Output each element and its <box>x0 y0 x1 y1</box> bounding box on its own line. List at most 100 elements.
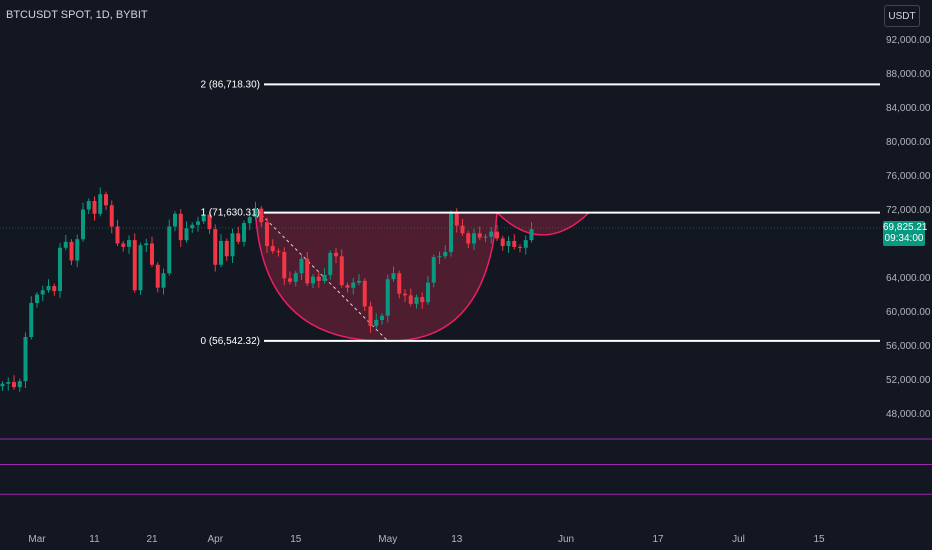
candle-body <box>322 274 327 281</box>
candle-body <box>362 280 367 307</box>
candle-body <box>58 247 62 292</box>
candle-body <box>270 246 275 252</box>
candle-body <box>299 258 304 274</box>
candle-body <box>489 231 494 237</box>
y-tick-label: 84,000.00 <box>886 103 931 114</box>
candle-body <box>167 226 172 274</box>
candle-body <box>397 273 402 294</box>
candle-body <box>477 233 482 238</box>
candle-body <box>420 297 425 303</box>
candle-body <box>385 279 390 316</box>
candle-body <box>121 243 126 247</box>
candle-body <box>109 205 114 227</box>
candle-body <box>150 243 154 265</box>
candle-body <box>391 273 396 280</box>
candle-body <box>426 282 430 303</box>
level-label: 2 (86,718.30) <box>201 79 261 90</box>
y-tick-label: 92,000.00 <box>886 35 931 46</box>
last-price-badge: 69,825.21 09:34:00 <box>883 221 928 246</box>
candle-body <box>328 252 333 275</box>
candle-body <box>98 194 103 214</box>
candle-body <box>506 240 511 247</box>
candle-body <box>500 238 505 247</box>
candle-body <box>305 258 310 284</box>
candle-body <box>460 225 465 234</box>
candle-body <box>374 320 379 326</box>
y-tick-label: 56,000.00 <box>886 341 931 352</box>
x-tick-label: 15 <box>290 534 302 545</box>
candle-body <box>12 382 16 388</box>
y-tick-label: 88,000.00 <box>886 69 931 80</box>
candle-body <box>184 228 189 241</box>
candle-body <box>196 221 200 225</box>
candle-body <box>40 290 45 295</box>
candle-body <box>253 208 258 218</box>
candle-body <box>132 240 137 291</box>
y-tick-label: 76,000.00 <box>886 171 931 182</box>
candle-body <box>334 252 338 257</box>
candle-body <box>23 337 28 382</box>
y-tick-label: 80,000.00 <box>886 137 931 148</box>
candle-body <box>523 240 528 248</box>
candle-body <box>242 223 246 242</box>
candle-body <box>368 306 373 326</box>
candle-body <box>207 214 212 230</box>
candle-body <box>414 297 419 304</box>
x-tick-label: May <box>378 534 397 545</box>
candle-body <box>127 240 131 247</box>
candle-body <box>81 209 85 240</box>
y-tick-label: 60,000.00 <box>886 307 931 318</box>
candle-body <box>449 212 453 252</box>
x-tick-label: 13 <box>451 534 463 545</box>
candle-body <box>0 383 5 387</box>
candle-body <box>69 241 74 261</box>
candle-body <box>443 252 448 257</box>
candle-body <box>213 229 218 265</box>
candle-body <box>408 295 413 304</box>
candle-body <box>75 239 80 261</box>
candle-body <box>178 213 183 241</box>
candle-body <box>495 231 499 239</box>
currency-button[interactable]: USDT <box>884 5 920 27</box>
level-label: 1 (71,630.31) <box>201 208 261 219</box>
candle-body <box>288 278 292 282</box>
candle-body <box>46 286 51 291</box>
candle-body <box>144 243 149 246</box>
candle-body <box>104 194 108 206</box>
candle-body <box>529 229 534 241</box>
candle-body <box>316 276 321 281</box>
candle-body <box>63 241 68 248</box>
symbol-title: BTCUSDT SPOT, 1D, BYBIT <box>6 9 148 21</box>
candle-body <box>236 233 241 242</box>
candle-body <box>276 251 281 253</box>
candle-body <box>431 257 436 283</box>
candle-body <box>518 246 522 248</box>
y-tick-label: 52,000.00 <box>886 375 931 386</box>
candle-body <box>155 264 160 288</box>
candle-body <box>339 256 344 286</box>
x-tick-label: 15 <box>813 534 825 545</box>
candle-body <box>29 303 34 337</box>
candle-body <box>219 240 223 265</box>
candle-body <box>224 240 229 257</box>
candle-body <box>437 256 442 258</box>
x-tick-label: 21 <box>146 534 158 545</box>
candle-body <box>265 222 269 247</box>
x-tick-label: Mar <box>28 534 46 545</box>
candle-body <box>230 233 235 257</box>
handle-pattern-shape <box>495 211 591 236</box>
candle-body <box>466 233 471 244</box>
candle-body <box>161 273 166 288</box>
x-tick-label: 17 <box>652 534 664 545</box>
x-tick-label: 11 <box>89 534 100 545</box>
x-tick-label: Jun <box>558 534 574 545</box>
candle-body <box>380 315 384 320</box>
candle-body <box>52 286 57 292</box>
candle-body <box>17 381 22 388</box>
level-label: 0 (56,542.32) <box>201 336 261 347</box>
candle-body <box>472 233 476 244</box>
candle-body <box>483 236 488 238</box>
candle-body <box>311 276 315 284</box>
